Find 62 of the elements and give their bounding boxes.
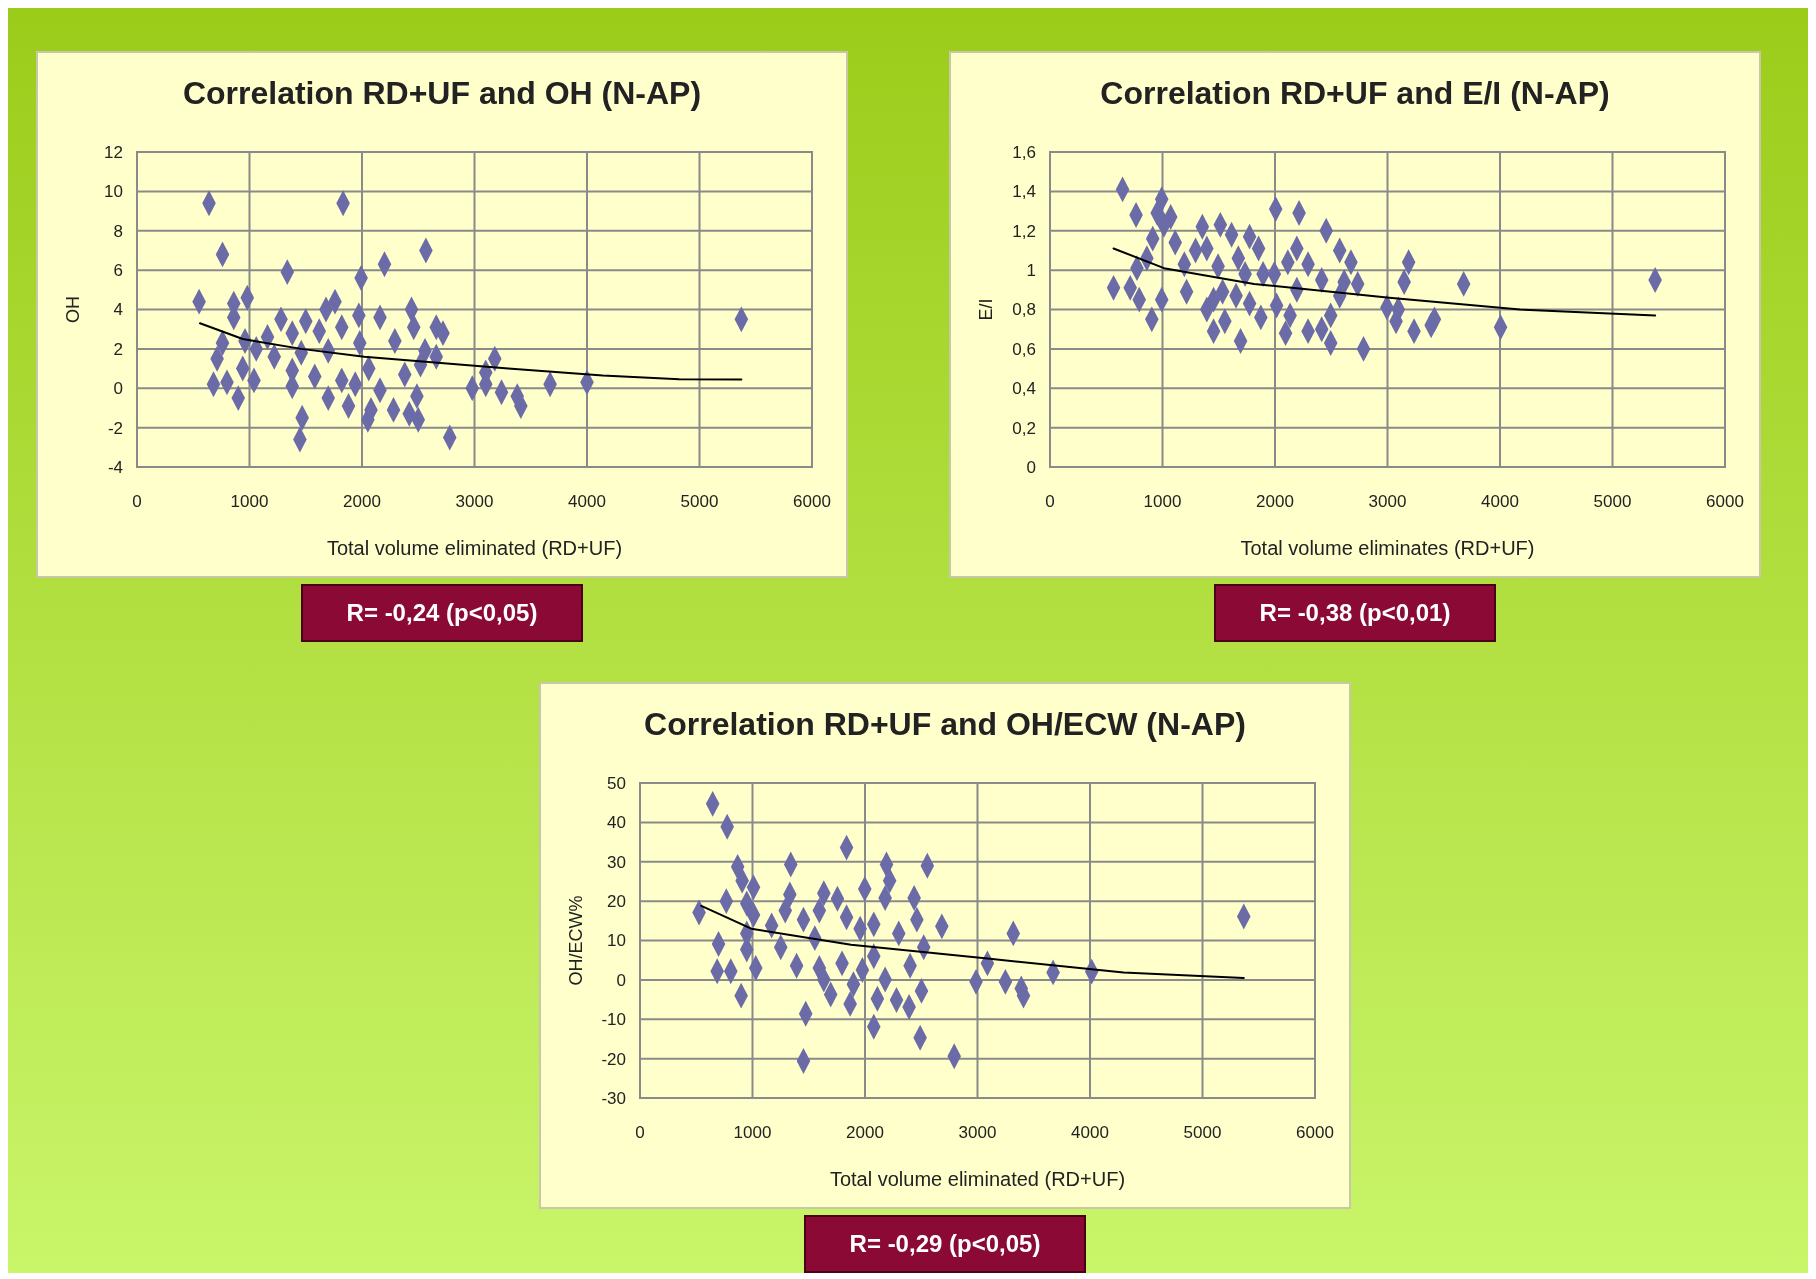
x-tick-label: 4000 [1071, 1123, 1109, 1142]
x-tick-label: 5000 [1183, 1123, 1222, 1142]
y-tick-label: -2 [107, 418, 123, 438]
y-tick-label: 0 [113, 379, 123, 399]
y-tick-label: -10 [601, 1010, 626, 1030]
x-tick-label: 2000 [1256, 492, 1294, 511]
x-tick-label: 1000 [733, 1123, 772, 1142]
y-tick-label: 50 [607, 773, 626, 793]
y-tick-label: 30 [607, 852, 626, 872]
y-tick-label: 1,4 [1012, 182, 1036, 202]
y-axis-title: OH/ECW% [566, 895, 586, 986]
y-tick-label: 1,6 [1012, 142, 1036, 162]
chart-title: Correlation RD+UF and OH/ECW (N-AP) [644, 706, 1246, 742]
x-tick-label: 3000 [958, 1123, 997, 1142]
x-tick-label: 2000 [343, 492, 381, 511]
x-tick-label: 0 [1045, 492, 1055, 511]
x-tick-label: 2000 [846, 1123, 884, 1142]
x-tick-label: 5000 [680, 492, 719, 511]
chart-title: Correlation RD+UF and OH (N-AP) [182, 75, 702, 111]
x-axis-title: Total volume eliminated (RD+UF) [829, 1168, 1126, 1190]
x-axis-title: Total volume eliminates (RD+UF) [1240, 537, 1535, 559]
x-tick-label: 1000 [1143, 492, 1182, 511]
y-tick-label: 6 [113, 261, 123, 281]
x-tick-label: 1000 [230, 492, 269, 511]
text: R= -0,24 (p<0,05) [346, 599, 538, 627]
line-series [199, 322, 743, 381]
y-axis-title: OH [63, 296, 83, 323]
y-tick-label: 0,8 [1012, 300, 1036, 320]
y-tick-label: 0,4 [1012, 379, 1036, 399]
y-tick-label: 1 [1026, 261, 1036, 281]
x-tick-label: 4000 [568, 492, 606, 511]
x-tick-label: 0 [132, 492, 142, 511]
y-tick-label: -20 [601, 1049, 626, 1069]
x-tick-label: 4000 [1481, 492, 1519, 511]
y-tick-label: 20 [607, 892, 626, 912]
y-tick-label: -4 [107, 457, 123, 477]
y-tick-label: 0,2 [1012, 418, 1036, 438]
y-tick-label: 0,6 [1012, 339, 1036, 359]
y-tick-label: 4 [113, 300, 123, 320]
y-tick-label: -30 [601, 1088, 626, 1108]
x-tick-label: 5000 [1593, 492, 1632, 511]
text: R= -0,38 (p<0,01) [1259, 599, 1451, 627]
chart-title: Correlation RD+UF and E/I (N-AP) [1100, 75, 1610, 111]
y-tick-label: 0 [1026, 457, 1036, 477]
y-tick-label: 2 [113, 339, 123, 359]
x-axis-title: Total volume eliminated (RD+UF) [326, 537, 623, 559]
y-tick-label: 12 [104, 142, 123, 162]
y-axis-title: E/I [976, 298, 996, 321]
x-tick-label: 0 [635, 1123, 645, 1142]
line-series [1112, 247, 1657, 317]
y-tick-label: 10 [104, 182, 123, 202]
x-tick-label: 6000 [793, 492, 831, 511]
x-tick-label: 6000 [1296, 1123, 1334, 1142]
text: R= -0,29 (p<0,05) [849, 1230, 1041, 1258]
y-tick-label: 8 [113, 221, 123, 241]
y-tick-label: 0 [616, 970, 626, 990]
y-tick-label: 10 [607, 931, 626, 951]
x-tick-label: 3000 [455, 492, 494, 511]
y-tick-label: 40 [607, 813, 626, 833]
x-tick-label: 3000 [1368, 492, 1407, 511]
y-tick-label: 1,2 [1012, 221, 1036, 241]
x-tick-label: 6000 [1706, 492, 1744, 511]
